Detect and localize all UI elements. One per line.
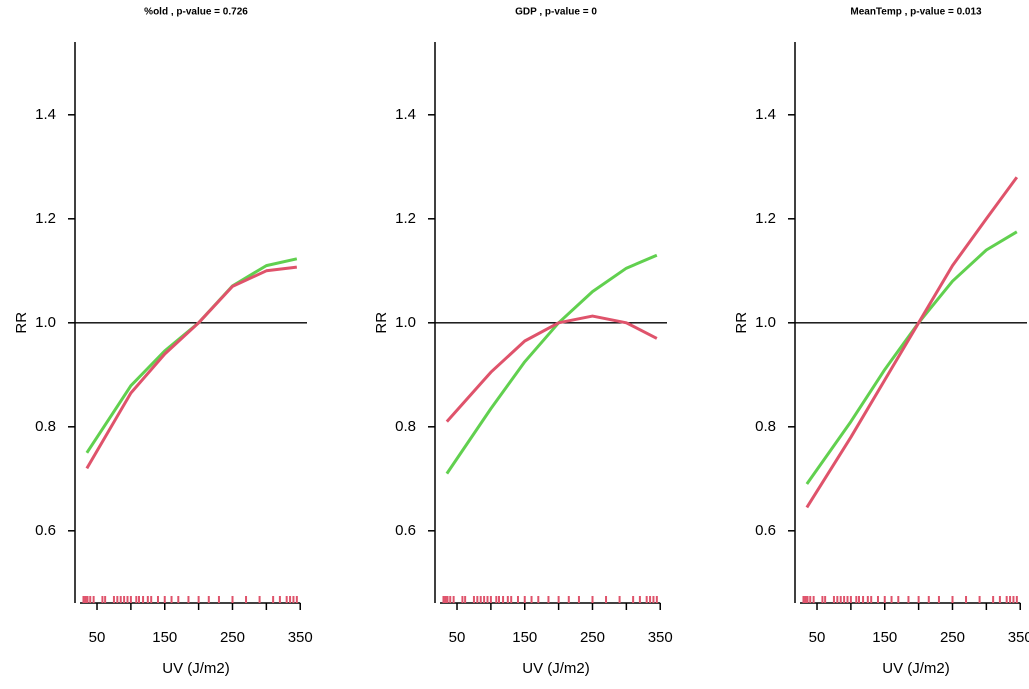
series-line (445, 314, 658, 423)
y-tick-label: 1.4 (395, 106, 416, 123)
panel-title: MeanTemp , p-value = 0.013 (850, 7, 982, 18)
y-axis-label: RR (733, 312, 750, 334)
x-tick-label: 50 (449, 629, 466, 646)
x-tick-label: 250 (580, 629, 605, 646)
x-axis-label: UV (J/m2) (162, 660, 230, 677)
y-tick-label: 0.6 (35, 522, 56, 539)
x-tick-label: 250 (220, 629, 245, 646)
y-tick-label: 0.6 (755, 522, 776, 539)
y-tick-label: 1.2 (35, 210, 56, 227)
x-axis-label: UV (J/m2) (522, 660, 590, 677)
x-tick-label: 50 (809, 629, 826, 646)
x-tick-label: 150 (512, 629, 537, 646)
y-axis-label: RR (13, 312, 30, 334)
y-tick-label: 1.0 (395, 314, 416, 331)
y-axis-label: RR (373, 312, 390, 334)
x-tick-label: 350 (1008, 629, 1029, 646)
x-tick-label: 250 (940, 629, 965, 646)
x-tick-label: 350 (288, 629, 313, 646)
y-tick-label: 0.8 (395, 418, 416, 435)
x-tick-label: 150 (872, 629, 897, 646)
series-line (85, 257, 298, 454)
y-tick-label: 1.0 (755, 314, 776, 331)
y-tick-label: 1.0 (35, 314, 56, 331)
x-axis-label: UV (J/m2) (882, 660, 950, 677)
y-tick-label: 1.4 (35, 106, 56, 123)
y-tick-label: 1.4 (755, 106, 776, 123)
x-tick-label: 150 (152, 629, 177, 646)
x-tick-label: 350 (648, 629, 673, 646)
series-line (445, 253, 658, 475)
y-tick-label: 1.2 (395, 210, 416, 227)
panel-title: %old , p-value = 0.726 (144, 7, 248, 18)
x-tick-label: 50 (89, 629, 106, 646)
panel-title: GDP , p-value = 0 (515, 7, 597, 18)
panel: GDP , p-value = 0 0.6 0.8 1.0 1.2 1.4 50 150 250… (373, 7, 673, 677)
series-line (805, 176, 1019, 509)
series-line (85, 265, 298, 470)
panel: MeanTemp , p-value = 0.013 0.6 0.8 1.0 1.2 1.… (733, 7, 1029, 677)
y-tick-label: 0.8 (755, 418, 776, 435)
y-tick-label: 1.2 (755, 210, 776, 227)
panel: %old , p-value = 0.726 0.6 0.8 1.0 1.2 1.4 50 1… (13, 7, 313, 677)
y-tick-label: 0.6 (395, 522, 416, 539)
y-tick-label: 0.8 (35, 418, 56, 435)
series-line (805, 230, 1018, 485)
